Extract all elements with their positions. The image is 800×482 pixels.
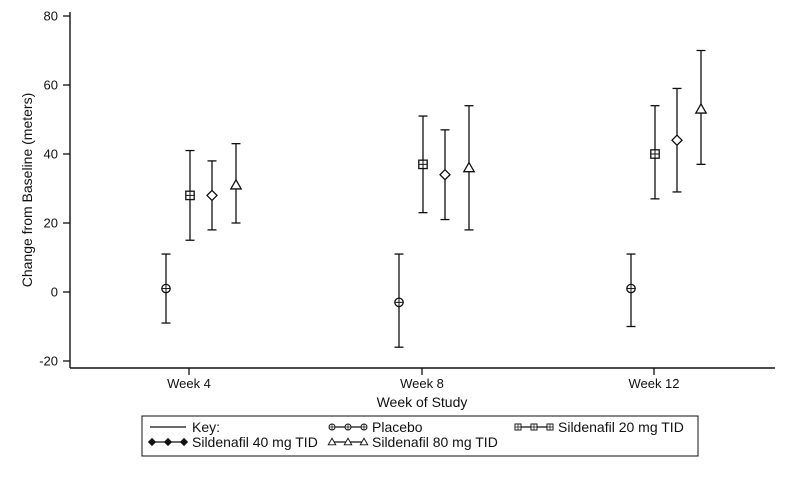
y-tick-label: 80 bbox=[44, 9, 58, 24]
legend-marker bbox=[163, 437, 173, 447]
legend-marker-shape bbox=[327, 437, 337, 446]
legend: Key: Placebo Sildenafil 20 mg TID Sildenaf… bbox=[141, 415, 699, 457]
y-tick-label: 0 bbox=[51, 285, 58, 300]
legend-marker bbox=[344, 423, 352, 431]
x-tick-label: Week 12 bbox=[628, 376, 679, 391]
legend-marker bbox=[360, 423, 368, 431]
legend-entries: Placebo Sildenafil 20 mg TID Sildenafil 40… bbox=[147, 419, 684, 450]
legend-marker bbox=[179, 437, 189, 447]
x-axis-ticks: Week 4 Week 8 Week 12 bbox=[167, 368, 680, 391]
plot-area bbox=[161, 49, 708, 348]
y-tick-label: -20 bbox=[39, 354, 58, 369]
legend-marker-shape bbox=[359, 437, 369, 446]
y-axis-ticks: -20 0 20 40 60 80 bbox=[39, 9, 70, 369]
legend-marker-shape bbox=[147, 437, 157, 447]
legend-marker bbox=[514, 423, 522, 431]
series-3 bbox=[206, 87, 683, 231]
y-tick-label: 20 bbox=[44, 216, 58, 231]
legend-marker bbox=[343, 437, 353, 446]
data-point bbox=[439, 168, 451, 181]
data-point bbox=[462, 161, 476, 173]
legend-box bbox=[141, 415, 699, 457]
y-tick-label: 60 bbox=[44, 78, 58, 93]
data-point bbox=[229, 178, 243, 190]
legend-label: Sildenafil 40 mg TID bbox=[192, 434, 318, 450]
legend-marker-shape bbox=[163, 437, 173, 447]
legend-entry: Placebo bbox=[328, 419, 423, 435]
legend-marker-shape bbox=[179, 437, 189, 447]
y-axis-title: Change from Baseline (meters) bbox=[19, 93, 35, 288]
legend-key-label: Key: bbox=[192, 419, 220, 435]
legend-label: Sildenafil 20 mg TID bbox=[558, 419, 684, 435]
legend-marker bbox=[327, 437, 337, 446]
y-tick-label: 40 bbox=[44, 147, 58, 162]
legend-marker-shape bbox=[343, 437, 353, 446]
legend-entry: Sildenafil 80 mg TID bbox=[327, 434, 498, 450]
data-point bbox=[206, 189, 218, 202]
legend-marker bbox=[530, 423, 538, 431]
data-point bbox=[671, 134, 683, 147]
series-4 bbox=[229, 49, 708, 231]
legend-entry: Sildenafil 40 mg TID bbox=[147, 434, 318, 450]
legend-marker bbox=[546, 423, 554, 431]
series-2 bbox=[185, 105, 660, 241]
legend-label: Sildenafil 80 mg TID bbox=[372, 434, 498, 450]
x-axis-title: Week of Study bbox=[377, 394, 468, 410]
legend-label: Placebo bbox=[372, 419, 423, 435]
data-point bbox=[694, 102, 708, 114]
legend-entry: Sildenafil 20 mg TID bbox=[514, 419, 684, 435]
legend-marker bbox=[147, 437, 157, 447]
legend-marker bbox=[328, 423, 336, 431]
series-1 bbox=[161, 253, 636, 348]
x-tick-label: Week 8 bbox=[400, 376, 444, 391]
legend-marker bbox=[359, 437, 369, 446]
legend-key: Key: bbox=[150, 419, 220, 435]
x-tick-label: Week 4 bbox=[167, 376, 211, 391]
